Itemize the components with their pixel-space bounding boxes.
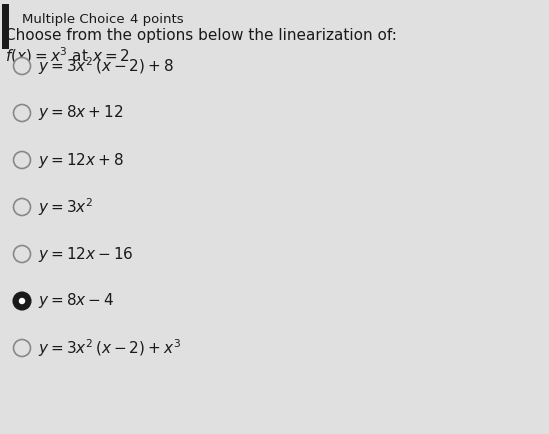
Text: $y = 12x + 8$: $y = 12x + 8$ [38, 150, 124, 169]
Text: $y = 3x^2\,(x - 2) + x^3$: $y = 3x^2\,(x - 2) + x^3$ [38, 336, 181, 358]
Bar [2, 5, 9, 50]
Text: $y = 8x + 12$: $y = 8x + 12$ [38, 103, 124, 122]
Text: $f(x) = x^3$ at $x = 2$: $f(x) = x^3$ at $x = 2$ [5, 45, 130, 66]
Circle shape [14, 293, 31, 310]
Text: $y = 3x^2$: $y = 3x^2$ [38, 196, 93, 217]
Text: $y = 8x - 4$: $y = 8x - 4$ [38, 291, 114, 310]
Circle shape [14, 340, 31, 357]
Text: Choose from the options below the linearization of:: Choose from the options below the linear… [5, 28, 397, 43]
Circle shape [19, 298, 25, 305]
Circle shape [14, 105, 31, 122]
Text: $y = 12x - 16$: $y = 12x - 16$ [38, 244, 134, 263]
Circle shape [14, 152, 31, 169]
Text: 4 points: 4 points [130, 13, 183, 26]
Circle shape [14, 199, 31, 216]
Text: $y = 3x^2\,(x - 2) + 8$: $y = 3x^2\,(x - 2) + 8$ [38, 55, 174, 77]
Text: Multiple Choice: Multiple Choice [22, 13, 125, 26]
Circle shape [14, 58, 31, 76]
Circle shape [14, 246, 31, 263]
